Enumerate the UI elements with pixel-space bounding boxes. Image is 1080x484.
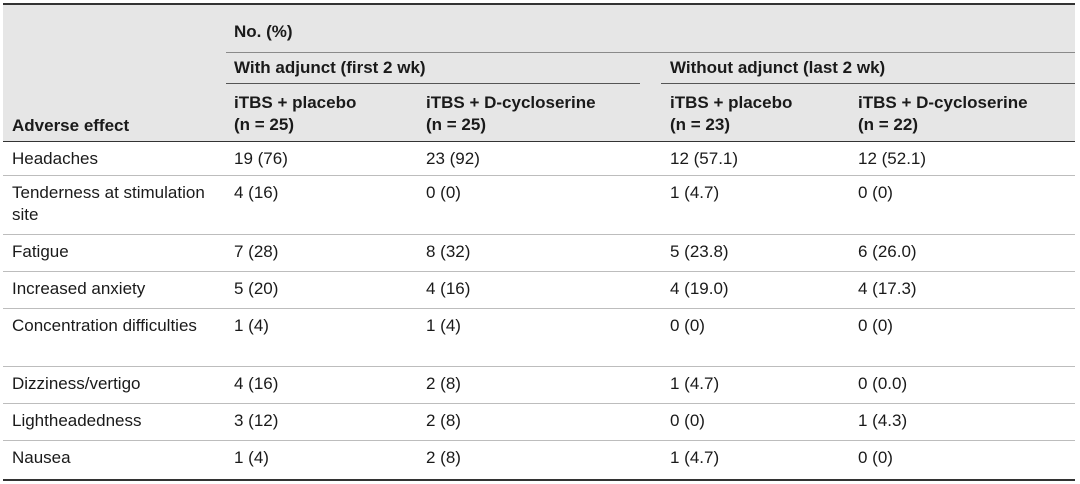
column-header-line1: iTBS + placebo [670, 93, 793, 112]
table-row: Increased anxiety 5 (20) 4 (16) 4 (19.0)… [3, 272, 1075, 309]
table-cell: 1 (4) [426, 316, 461, 335]
column-header-line2: (n = 23) [670, 115, 730, 134]
table-cell: 2 (8) [426, 448, 461, 467]
row-label: Concentration difficulties [12, 316, 197, 335]
table-row: Dizziness/vertigo 4 (16) 2 (8) 1 (4.7) 0… [3, 367, 1075, 404]
table-cell: 6 (26.0) [858, 242, 917, 261]
table-cell: 4 (16) [234, 183, 279, 202]
table-cell: 1 (4.3) [858, 411, 908, 430]
adverse-effect-heading: Adverse effect [12, 116, 130, 135]
table-header [3, 5, 1075, 142]
table-cell: 19 (76) [234, 149, 288, 168]
row-label: Dizziness/vertigo [12, 374, 141, 393]
table-cell: 1 (4) [234, 316, 269, 335]
table-cell: 0 (0) [670, 411, 705, 430]
table-row: Headaches 19 (76) 23 (92) 12 (57.1) 12 (… [3, 142, 1075, 176]
row-label: Headaches [12, 149, 99, 168]
column-header: iTBS + D-cycloserine (n = 22) [858, 92, 1028, 136]
table-cell: 0 (0) [858, 448, 893, 467]
table-cell: 4 (19.0) [670, 279, 729, 298]
table-cell: 0 (0) [858, 316, 893, 335]
header-bottom-rule [3, 141, 1075, 142]
column-header-line2: (n = 25) [234, 115, 294, 134]
column-header: iTBS + D-cycloserine (n = 25) [426, 92, 596, 136]
table-cell: 12 (57.1) [670, 149, 739, 168]
row-label: Increased anxiety [12, 279, 146, 298]
table-top-rule [3, 3, 1075, 5]
table-cell: 2 (8) [426, 411, 461, 430]
group-rule-with-adjunct [226, 83, 640, 84]
column-header-line1: iTBS + D-cycloserine [426, 93, 596, 112]
table-cell: 1 (4.7) [670, 374, 720, 393]
column-header-line2: (n = 22) [858, 115, 918, 134]
table-cell: 1 (4.7) [670, 448, 720, 467]
table-cell: 1 (4.7) [670, 183, 720, 202]
table-cell: 4 (16) [234, 374, 279, 393]
table-cell: 2 (8) [426, 374, 461, 393]
table-cell: 23 (92) [426, 149, 480, 168]
column-header: iTBS + placebo (n = 25) [234, 92, 356, 136]
row-label: Tenderness at stimulation site [12, 183, 205, 224]
table-cell: 4 (17.3) [858, 279, 917, 298]
table-cell: 7 (28) [234, 242, 279, 261]
table-row: Fatigue 7 (28) 8 (32) 5 (23.8) 6 (26.0) [3, 235, 1075, 272]
table-cell: 8 (32) [426, 242, 471, 261]
table-cell: 5 (20) [234, 279, 279, 298]
group-rule-without-adjunct [661, 83, 1075, 84]
without-adjunct-heading: Without adjunct (last 2 wk) [670, 58, 886, 77]
column-header-line2: (n = 25) [426, 115, 486, 134]
table-cell: 1 (4) [234, 448, 269, 467]
table-row: Tenderness at stimulation site 4 (16) 0 … [3, 176, 1075, 235]
table-cell: 4 (16) [426, 279, 471, 298]
no-percent-heading: No. (%) [234, 22, 293, 41]
table-bottom-rule [3, 479, 1075, 481]
table-cell: 0 (0) [426, 183, 461, 202]
column-header: iTBS + placebo (n = 23) [670, 92, 792, 136]
with-adjunct-heading: With adjunct (first 2 wk) [234, 58, 426, 77]
table-cell: 12 (52.1) [858, 149, 927, 168]
table-cell: 0 (0) [670, 316, 705, 335]
row-label: Nausea [12, 448, 71, 467]
table-cell: 5 (23.8) [670, 242, 729, 261]
table-cell: 3 (12) [234, 411, 279, 430]
table-cell: 0 (0.0) [858, 374, 908, 393]
row-label: Fatigue [12, 242, 69, 261]
header-rule [226, 52, 1075, 53]
table-row: Concentration difficulties 1 (4) 1 (4) 0… [3, 309, 1075, 367]
table-cell: 0 (0) [858, 183, 893, 202]
table-row: Lightheadedness 3 (12) 2 (8) 0 (0) 1 (4.… [3, 404, 1075, 441]
column-header-line1: iTBS + placebo [234, 93, 357, 112]
table-row: Nausea 1 (4) 2 (8) 1 (4.7) 0 (0) [3, 441, 1075, 478]
column-header-line1: iTBS + D-cycloserine [858, 93, 1028, 112]
row-label: Lightheadedness [12, 411, 142, 430]
